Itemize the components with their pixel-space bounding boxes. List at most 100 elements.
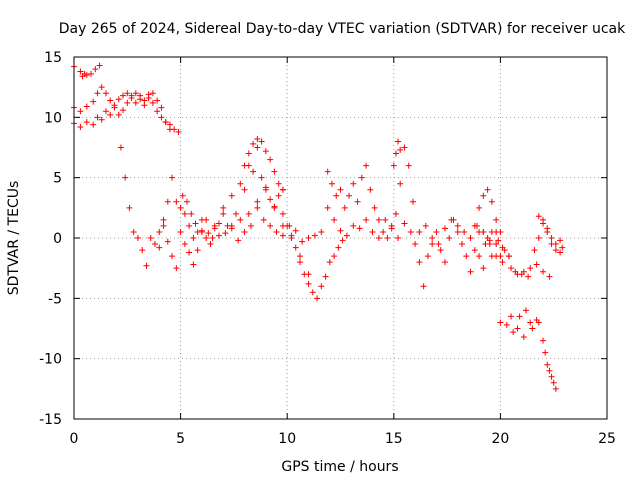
y-tick-label: -10 bbox=[39, 352, 62, 368]
data-point bbox=[132, 99, 139, 106]
data-point bbox=[267, 156, 274, 163]
data-point bbox=[495, 237, 502, 244]
data-point bbox=[186, 222, 193, 229]
data-point bbox=[279, 210, 286, 217]
data-point bbox=[318, 283, 325, 290]
x-tick-label: 0 bbox=[70, 431, 79, 447]
data-point bbox=[484, 186, 491, 193]
data-point bbox=[77, 108, 84, 115]
data-point bbox=[480, 192, 487, 199]
data-point bbox=[324, 168, 331, 175]
series-trace-r bbox=[497, 307, 559, 392]
data-point bbox=[145, 95, 152, 102]
data-point bbox=[384, 235, 391, 241]
data-point bbox=[441, 225, 448, 232]
data-point bbox=[254, 198, 261, 205]
data-point bbox=[546, 367, 553, 374]
data-point bbox=[107, 111, 114, 118]
data-point bbox=[510, 329, 517, 336]
data-point bbox=[179, 192, 186, 199]
data-point bbox=[154, 97, 161, 104]
data-point bbox=[301, 271, 308, 278]
series-trace-c bbox=[71, 84, 173, 133]
data-point bbox=[141, 102, 148, 109]
data-point bbox=[371, 204, 378, 211]
data-point bbox=[476, 253, 483, 260]
data-point bbox=[395, 138, 402, 145]
x-tick-label: 15 bbox=[385, 431, 403, 447]
data-point bbox=[147, 235, 154, 241]
data-point bbox=[397, 146, 404, 153]
data-point bbox=[241, 228, 248, 235]
tick-marks bbox=[73, 56, 608, 420]
data-point bbox=[169, 174, 176, 181]
data-point bbox=[88, 70, 95, 77]
series-trace-q bbox=[535, 213, 564, 254]
series-trace-d bbox=[117, 144, 210, 272]
data-point bbox=[158, 104, 165, 111]
data-point bbox=[279, 232, 286, 239]
data-point bbox=[186, 249, 193, 256]
data-point bbox=[499, 259, 506, 266]
data-point bbox=[83, 72, 90, 79]
data-point bbox=[476, 204, 483, 211]
data-point bbox=[429, 235, 436, 241]
data-point bbox=[198, 216, 205, 223]
data-point bbox=[448, 216, 455, 223]
data-point bbox=[228, 192, 235, 199]
plot-frame bbox=[73, 56, 608, 420]
data-point bbox=[83, 119, 90, 126]
data-point bbox=[222, 230, 229, 237]
y-tick-label: 15 bbox=[44, 50, 62, 66]
data-point bbox=[552, 385, 559, 392]
data-point bbox=[220, 210, 227, 217]
data-point bbox=[90, 121, 97, 128]
data-point bbox=[424, 253, 431, 260]
data-point bbox=[169, 253, 176, 260]
data-point bbox=[335, 244, 342, 251]
data-point bbox=[237, 216, 244, 223]
x-tick-label: 5 bbox=[176, 431, 185, 447]
chart-title: Day 265 of 2024, Sidereal Day-to-day VTE… bbox=[59, 21, 626, 37]
data-point bbox=[152, 241, 159, 248]
data-point bbox=[341, 204, 348, 211]
data-point bbox=[275, 192, 282, 199]
data-point bbox=[331, 216, 338, 223]
data-point bbox=[224, 222, 231, 229]
data-point bbox=[531, 247, 538, 254]
data-point bbox=[437, 247, 444, 254]
data-point bbox=[429, 241, 436, 248]
data-point bbox=[247, 222, 254, 229]
data-point bbox=[542, 349, 549, 356]
data-point bbox=[137, 96, 144, 103]
data-point bbox=[160, 222, 167, 229]
y-tick-labels: -15 -10 -5 0 5 10 15 bbox=[39, 50, 62, 428]
y-tick-label: -5 bbox=[48, 291, 62, 307]
data-point bbox=[124, 90, 131, 97]
data-point bbox=[203, 235, 210, 241]
data-point bbox=[254, 136, 261, 143]
data-point bbox=[420, 283, 427, 290]
data-point bbox=[102, 90, 109, 97]
scatter-points bbox=[71, 62, 566, 392]
y-tick-label: 0 bbox=[53, 231, 62, 247]
data-point bbox=[254, 204, 261, 211]
grid-lines bbox=[74, 57, 607, 419]
data-point bbox=[454, 228, 461, 235]
data-point bbox=[356, 225, 363, 232]
data-point bbox=[241, 186, 248, 193]
data-point bbox=[350, 222, 357, 229]
data-point bbox=[115, 96, 122, 103]
x-tick-label: 25 bbox=[598, 431, 616, 447]
data-point bbox=[299, 238, 306, 245]
data-point bbox=[322, 273, 329, 280]
data-point bbox=[173, 198, 180, 205]
data-point bbox=[433, 228, 440, 235]
data-point bbox=[388, 222, 395, 229]
data-point bbox=[228, 225, 235, 232]
data-point bbox=[98, 84, 105, 91]
data-point bbox=[296, 253, 303, 260]
data-point bbox=[501, 247, 508, 254]
data-point bbox=[416, 259, 423, 266]
series-trace-g bbox=[241, 136, 286, 193]
